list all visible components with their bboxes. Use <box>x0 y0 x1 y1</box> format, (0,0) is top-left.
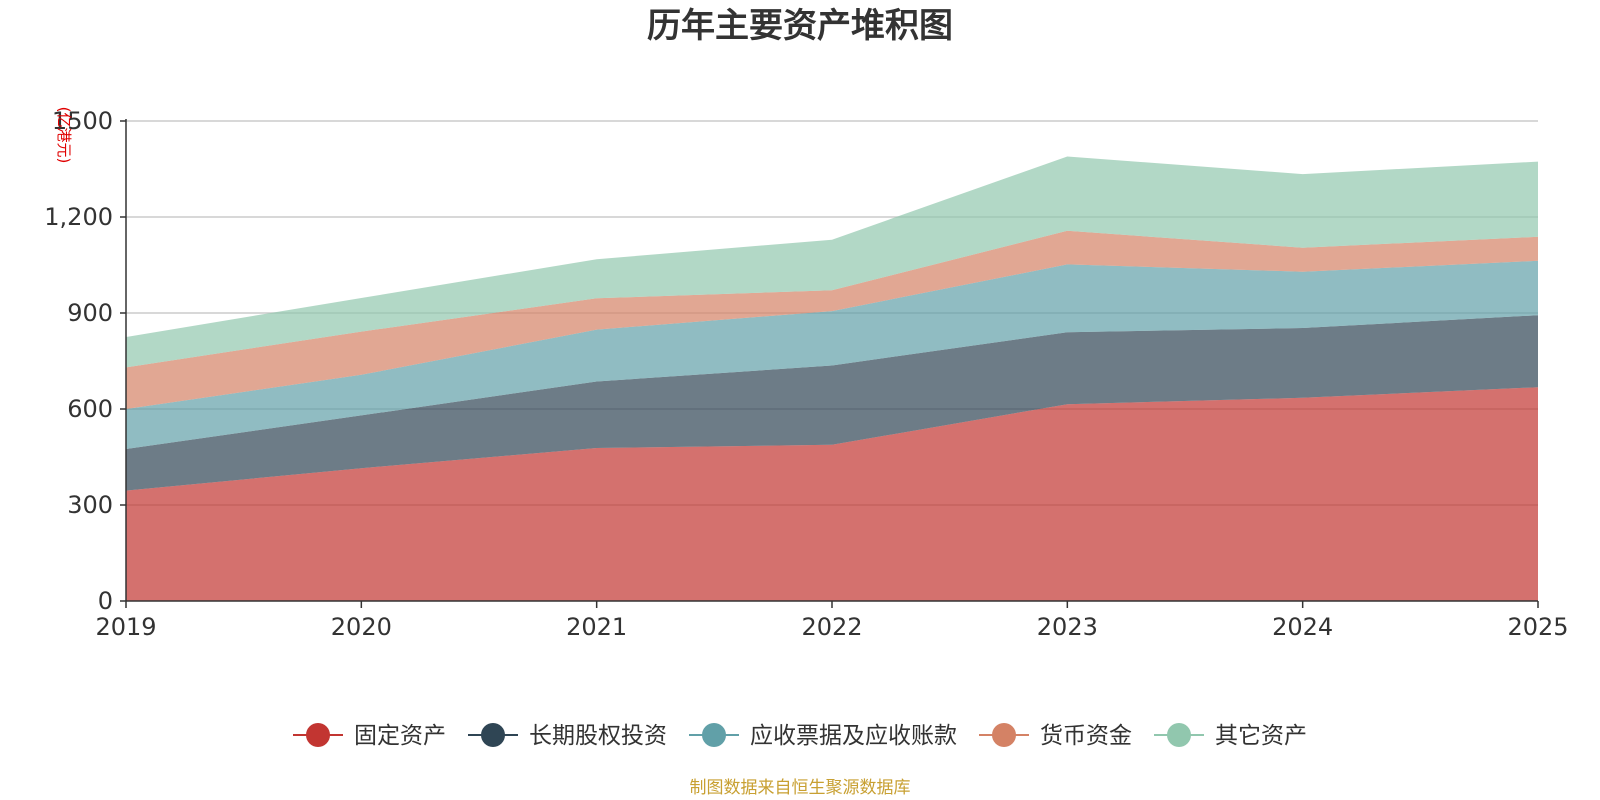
x-tick-label: 2021 <box>566 613 627 641</box>
x-tick-label: 2022 <box>801 613 862 641</box>
legend-marker-icon <box>702 723 726 747</box>
legend-label: 货币资金 <box>1040 723 1132 749</box>
legend-item: 长期股权投资 <box>468 723 667 749</box>
x-tick-label: 2020 <box>331 613 392 641</box>
chart-title: 历年主要资产堆积图 <box>647 6 953 46</box>
y-tick-label: 900 <box>67 299 113 327</box>
area-3 <box>126 260 1538 449</box>
y-axis-unit-label: (亿港元) <box>55 107 73 164</box>
x-tick-label: 2019 <box>95 613 156 641</box>
legend-item: 货币资金 <box>979 723 1132 749</box>
legend-marker-icon <box>1167 723 1191 747</box>
legend-item: 应收票据及应收账款 <box>689 723 957 749</box>
y-tick-label: 300 <box>67 491 113 519</box>
y-tick-label: 1,200 <box>44 203 113 231</box>
legend-marker-icon <box>992 723 1016 747</box>
legend-item: 固定资产 <box>293 723 446 749</box>
legend-marker-icon <box>481 723 505 747</box>
area-series <box>126 156 1538 601</box>
y-tick-label: 600 <box>67 395 113 423</box>
area-1 <box>126 387 1538 601</box>
legend-label: 长期股权投资 <box>529 723 667 749</box>
x-tick-label: 2024 <box>1272 613 1333 641</box>
axes: 0 300 600 900 1,200 1500 2019 2020 2021 2022 2023 2… <box>44 107 1568 641</box>
legend-label: 固定资产 <box>354 723 446 749</box>
legend-marker-icon <box>306 723 330 747</box>
area-4 <box>126 230 1538 409</box>
legend-item: 其它资产 <box>1154 723 1307 749</box>
area-2 <box>126 315 1538 491</box>
x-tick-label: 2023 <box>1037 613 1098 641</box>
legend: 固定资产 长期股权投资 应收票据及应收账款 货币资金 其它资产 <box>293 723 1307 749</box>
legend-label: 其它资产 <box>1215 723 1307 749</box>
area-5 <box>126 156 1538 368</box>
y-tick-label: 1500 <box>52 107 113 135</box>
data-source-note: 制图数据来自恒生聚源数据库 <box>690 778 911 798</box>
y-tick-label: 0 <box>98 587 113 615</box>
x-tick-label: 2025 <box>1507 613 1568 641</box>
legend-label: 应收票据及应收账款 <box>750 723 957 749</box>
